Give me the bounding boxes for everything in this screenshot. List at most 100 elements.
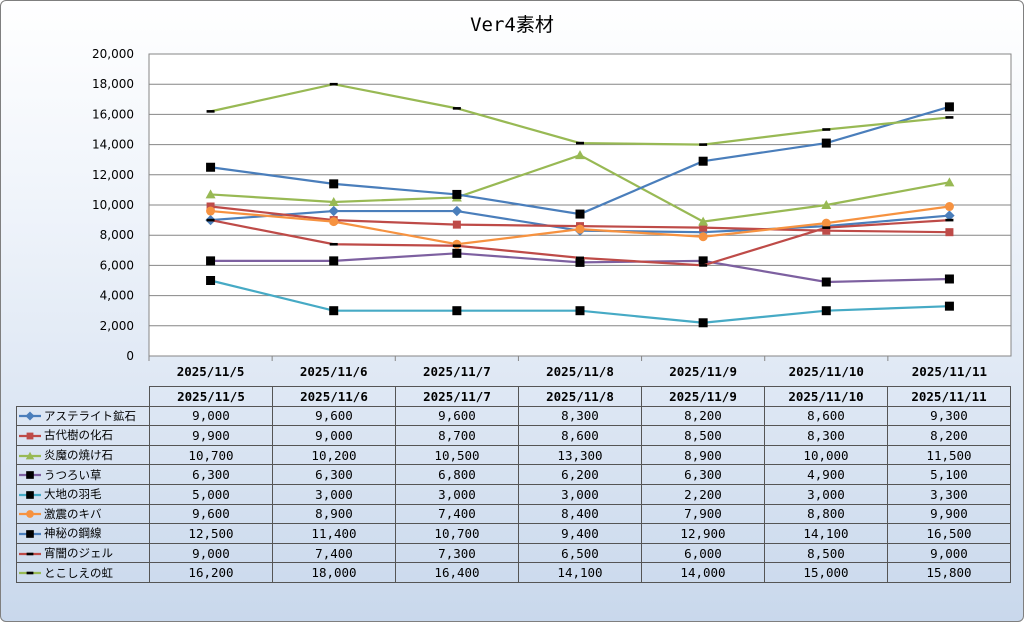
table-cell: 15,800 (887, 562, 1011, 583)
table-cell: 8,200 (887, 425, 1011, 446)
table-cell: 10,200 (272, 444, 396, 466)
table-cell: 11,400 (272, 523, 396, 544)
table-cell: 7,900 (641, 503, 765, 525)
table-cell: 8,900 (641, 444, 765, 466)
table-cell: 8,800 (764, 503, 888, 525)
legend-label: 大地の羽毛 (44, 487, 102, 502)
data-point (25, 451, 35, 459)
y-tick-label: 14,000 (92, 138, 134, 152)
table-cell: 12,500 (149, 523, 273, 544)
table-cell: 11,500 (887, 444, 1011, 466)
table-cell: 9,000 (149, 405, 273, 427)
data-point (945, 116, 954, 119)
table-cell: 3,300 (887, 483, 1011, 505)
data-point (452, 107, 461, 110)
series-group (206, 248, 954, 287)
legend-key (19, 530, 41, 538)
legend-entry: とこしえの虹 (16, 562, 150, 583)
data-point (26, 552, 34, 555)
legend-key (19, 411, 41, 421)
legend-key (19, 451, 41, 459)
table-cell: 12,900 (641, 523, 765, 544)
legend-key (19, 432, 41, 440)
data-point (26, 571, 34, 575)
series-group (206, 82, 954, 146)
table-cell: 8,400 (518, 503, 642, 525)
table-cell: 6,300 (149, 464, 273, 485)
data-point (26, 432, 34, 440)
table-cell: 6,300 (641, 464, 765, 485)
table-column-header: 2025/11/7 (395, 386, 519, 407)
table-cell: 8,600 (764, 405, 888, 427)
table-cell: 16,500 (887, 523, 1011, 544)
table-cell: 8,500 (641, 425, 765, 446)
table-cell: 8,300 (764, 425, 888, 446)
data-point (575, 224, 585, 234)
table-cell: 3,000 (272, 483, 396, 505)
data-point (206, 110, 215, 113)
line-chart: Ver4素材 0 2,000 4,000 6,000 8,000 10,000 12,000… (92, 14, 1012, 379)
data-point (699, 264, 708, 267)
table-cell: 14,100 (764, 523, 888, 544)
legend-key (19, 552, 41, 555)
table-cell: 9,000 (272, 425, 396, 446)
data-point (206, 202, 215, 211)
data-point (25, 411, 35, 421)
table-row: とこしえの虹 16,200 18,000 16,400 14,100 14,000 15,0… (16, 562, 1011, 583)
legend-label: アステライト鉱石 (44, 408, 136, 423)
table-row: 炎魔の焼け石 10,700 10,200 10,500 13,300 8,900 10,00… (16, 444, 1011, 466)
table-cell: 8,900 (272, 503, 396, 525)
table-row: 神秘の鋼線 12,500 11,400 10,700 9,400 12,900 14,100… (16, 523, 1011, 544)
x-tick-label: 2025/11/8 (546, 364, 614, 379)
legend-label: 宵闇のジェル (44, 546, 113, 561)
data-point (206, 206, 216, 216)
table-cell: 6,800 (395, 464, 519, 485)
table-cell: 9,900 (887, 503, 1011, 525)
table-column-header: 2025/11/9 (641, 386, 765, 407)
data-point (26, 510, 34, 519)
data-point (822, 226, 831, 235)
table-cell: 8,600 (518, 425, 642, 446)
data-point (821, 306, 831, 316)
table-row: 大地の羽毛 5,000 3,000 3,000 3,000 2,200 3,000 3,300 (16, 483, 1011, 505)
data-table: 2025/11/5 2025/11/6 2025/11/7 2025/11/8 2025… (16, 386, 1011, 583)
data-point (206, 256, 216, 266)
data-point (945, 218, 954, 222)
table-row: うつろい草 6,300 6,300 6,800 6,200 6,300 4,900 5,100 (16, 464, 1011, 485)
table-cell: 15,000 (764, 562, 888, 583)
data-point (575, 209, 585, 219)
table-cell: 10,700 (395, 523, 519, 544)
data-point (575, 306, 585, 316)
y-tick-label: 4,000 (100, 289, 134, 303)
data-point (452, 239, 462, 249)
data-point (576, 141, 584, 145)
table-cell: 9,000 (887, 542, 1011, 564)
table-row: 宵闇のジェル 9,000 7,400 7,300 6,500 6,000 8,500 9,00… (16, 542, 1011, 564)
table-cell: 18,000 (272, 562, 396, 583)
table-cell: 13,300 (518, 444, 642, 466)
data-point (328, 196, 339, 206)
y-tick-label: 18,000 (92, 77, 134, 91)
table-column-header: 2025/11/6 (272, 386, 396, 407)
table-column-header: 2025/11/8 (518, 386, 642, 407)
table-cell: 14,100 (518, 562, 642, 583)
legend-entry: 炎魔の焼け石 (16, 444, 150, 466)
table-corner (17, 387, 150, 407)
y-tick-label: 6,000 (100, 258, 134, 272)
legend-label: 炎魔の焼け石 (44, 448, 113, 463)
y-tick-label: 8,000 (100, 228, 134, 242)
table-cell: 9,300 (887, 405, 1011, 427)
y-tick-label: 20,000 (92, 47, 134, 61)
table-cell: 14,000 (641, 562, 765, 583)
data-point (26, 490, 34, 499)
data-point (698, 318, 708, 328)
table-cell: 9,400 (518, 523, 642, 544)
series-group (206, 218, 954, 267)
table-cell: 8,500 (764, 542, 888, 564)
legend-entry: うつろい草 (16, 464, 150, 485)
data-point (821, 200, 832, 209)
data-point (698, 256, 708, 266)
data-point (329, 306, 339, 316)
data-point (822, 226, 831, 229)
